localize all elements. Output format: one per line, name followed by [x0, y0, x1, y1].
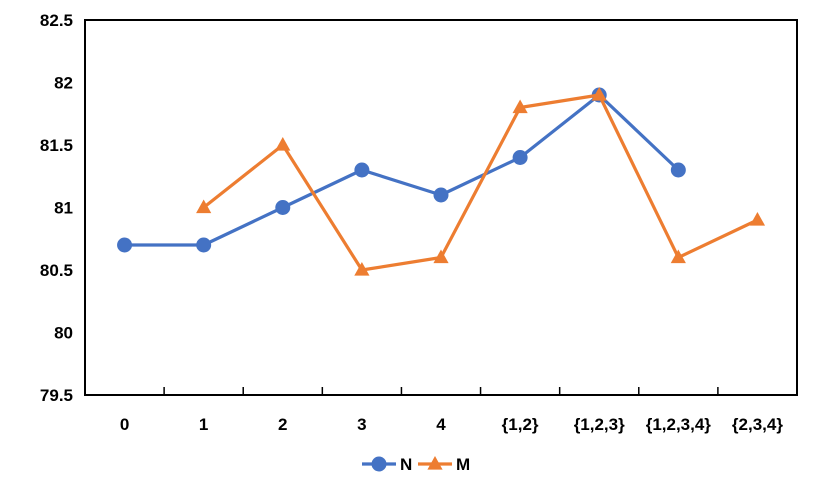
- y-tick-label: 81: [54, 199, 73, 218]
- data-point-n: [670, 162, 686, 178]
- legend-item-n: N: [362, 455, 412, 474]
- data-point-m: [749, 212, 766, 226]
- data-point-m: [433, 249, 449, 264]
- series-n: [117, 87, 686, 253]
- series-line-m: [202, 93, 760, 272]
- data-point-n: [512, 150, 528, 165]
- x-tick-label: 2: [278, 415, 287, 434]
- y-tick-label: 80: [54, 324, 73, 343]
- y-tick-label: 80.5: [40, 261, 73, 280]
- data-point-m: [591, 87, 607, 101]
- x-tick-label: 3: [357, 415, 366, 434]
- series-line-n: [122, 93, 680, 247]
- data-point-m: [275, 137, 291, 151]
- data-point-n: [433, 187, 449, 203]
- x-tick-label: {2,3,4}: [732, 415, 783, 434]
- data-point-m: [196, 199, 212, 214]
- plot-area-border: [84, 19, 798, 396]
- x-tick-label: {1,2}: [502, 415, 539, 434]
- y-tick-label: 79.5: [40, 386, 73, 405]
- x-tick-label: 4: [436, 415, 446, 434]
- y-tick-label: 82.5: [40, 11, 73, 30]
- x-tick-label: 1: [199, 415, 208, 434]
- x-tick-label: 0: [120, 415, 129, 434]
- y-tick-label: 81.5: [40, 136, 73, 155]
- legend-label: N: [400, 455, 412, 474]
- data-point-n: [275, 200, 291, 215]
- legend-swatch-marker: [371, 456, 387, 472]
- data-point-m: [354, 262, 370, 276]
- x-tick-label: {1,2,3,4}: [646, 415, 712, 434]
- legend-label: M: [456, 455, 470, 474]
- y-tick-label: 82: [54, 74, 73, 93]
- x-tick-label: {1,2,3}: [574, 415, 625, 434]
- series-m: [196, 87, 766, 276]
- data-point-m: [512, 99, 528, 114]
- data-point-n: [196, 237, 212, 253]
- data-point-m: [670, 249, 686, 264]
- legend-item-m: M: [418, 455, 470, 474]
- data-point-n: [354, 162, 370, 178]
- legend-swatch-marker: [427, 456, 443, 470]
- data-point-n: [117, 237, 133, 253]
